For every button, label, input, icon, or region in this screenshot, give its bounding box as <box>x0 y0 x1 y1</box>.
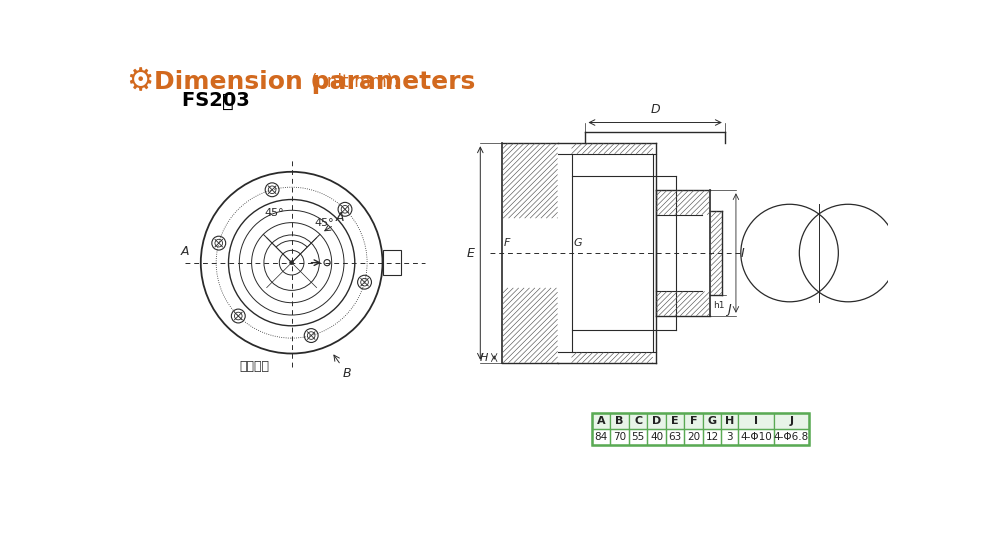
Text: A: A <box>335 211 344 224</box>
Bar <box>592 413 610 429</box>
Text: G: G <box>573 239 582 248</box>
Bar <box>648 429 666 445</box>
Text: h1: h1 <box>713 301 724 310</box>
Text: 63: 63 <box>669 432 681 442</box>
Text: 55: 55 <box>632 432 645 442</box>
Text: (unit:mm):: (unit:mm): <box>311 73 400 91</box>
Bar <box>703 413 721 429</box>
Text: 4-Φ6.8: 4-Φ6.8 <box>773 432 809 442</box>
Bar <box>738 413 773 429</box>
Text: 45°: 45° <box>265 209 285 219</box>
Bar <box>773 413 809 429</box>
Text: 70: 70 <box>613 432 626 442</box>
Text: J: J <box>789 416 793 426</box>
Bar <box>703 429 721 445</box>
Text: I: I <box>741 247 745 259</box>
Text: D: D <box>652 416 662 426</box>
Text: F: F <box>690 416 697 426</box>
Text: J: J <box>727 302 731 315</box>
Text: E: E <box>672 416 678 426</box>
Bar <box>592 413 809 445</box>
Text: I: I <box>754 416 758 426</box>
Bar <box>684 429 703 445</box>
Bar <box>666 429 684 445</box>
Bar <box>592 429 610 445</box>
Text: 45°: 45° <box>315 217 334 228</box>
Text: 40: 40 <box>650 432 664 442</box>
Bar <box>721 413 738 429</box>
Bar <box>666 413 684 429</box>
Bar <box>738 429 773 445</box>
Bar <box>773 429 809 445</box>
Bar <box>610 413 629 429</box>
Text: F: F <box>504 239 510 248</box>
Text: B: B <box>615 416 624 426</box>
Text: 20: 20 <box>687 432 700 442</box>
Text: H: H <box>725 416 735 426</box>
Text: D: D <box>651 103 660 116</box>
Text: Dimension parameters: Dimension parameters <box>154 70 475 94</box>
Text: 12: 12 <box>705 432 719 442</box>
Text: B: B <box>342 367 351 380</box>
Bar <box>629 429 648 445</box>
Text: FS203: FS203 <box>182 92 256 111</box>
Bar <box>721 429 738 445</box>
Circle shape <box>290 260 294 264</box>
Bar <box>684 413 703 429</box>
Text: 3: 3 <box>727 432 733 442</box>
Text: C: C <box>634 416 642 426</box>
Text: ⚙: ⚙ <box>127 67 153 96</box>
Bar <box>629 413 648 429</box>
Text: 84: 84 <box>594 432 608 442</box>
Text: H: H <box>480 353 488 363</box>
Bar <box>648 413 666 429</box>
Text: A: A <box>597 416 605 426</box>
Text: 受力方向: 受力方向 <box>239 361 270 373</box>
Text: 型: 型 <box>222 92 233 111</box>
Text: G: G <box>707 416 717 426</box>
Bar <box>610 429 629 445</box>
Text: E: E <box>466 247 474 259</box>
Text: A: A <box>181 245 190 258</box>
Text: 4-Φ10: 4-Φ10 <box>740 432 771 442</box>
